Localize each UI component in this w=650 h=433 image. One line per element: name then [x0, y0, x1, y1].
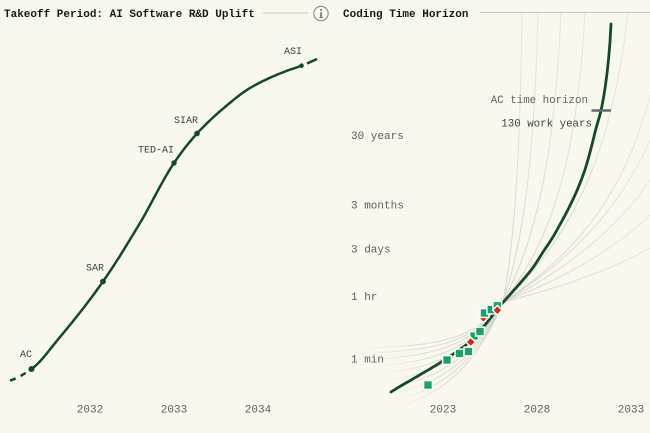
- svg-text:AC time horizon: AC time horizon: [491, 95, 588, 107]
- svg-text:2028: 2028: [524, 405, 550, 417]
- svg-text:SAR: SAR: [86, 264, 104, 275]
- svg-text:SIAR: SIAR: [174, 116, 198, 127]
- svg-text:2033: 2033: [618, 405, 644, 417]
- svg-text:3 months: 3 months: [351, 201, 404, 213]
- svg-text:2023: 2023: [430, 405, 456, 417]
- svg-text:2032: 2032: [77, 405, 103, 417]
- svg-text:TED-AI: TED-AI: [138, 146, 174, 157]
- svg-text:Coding Time Horizon: Coding Time Horizon: [343, 9, 468, 21]
- svg-text:2034: 2034: [245, 405, 272, 417]
- svg-text:130 work years: 130 work years: [501, 119, 592, 131]
- svg-text:Takeoff Period: AI Software R&: Takeoff Period: AI Software R&D Uplift: [4, 9, 255, 21]
- svg-text:AC: AC: [20, 350, 32, 361]
- svg-text:1 min: 1 min: [351, 354, 384, 366]
- svg-text:2033: 2033: [161, 405, 187, 417]
- svg-text:1 hr: 1 hr: [351, 292, 377, 304]
- svg-text:ASI: ASI: [284, 47, 302, 58]
- svg-text:30 years: 30 years: [351, 131, 404, 143]
- svg-text:3 days: 3 days: [351, 244, 391, 256]
